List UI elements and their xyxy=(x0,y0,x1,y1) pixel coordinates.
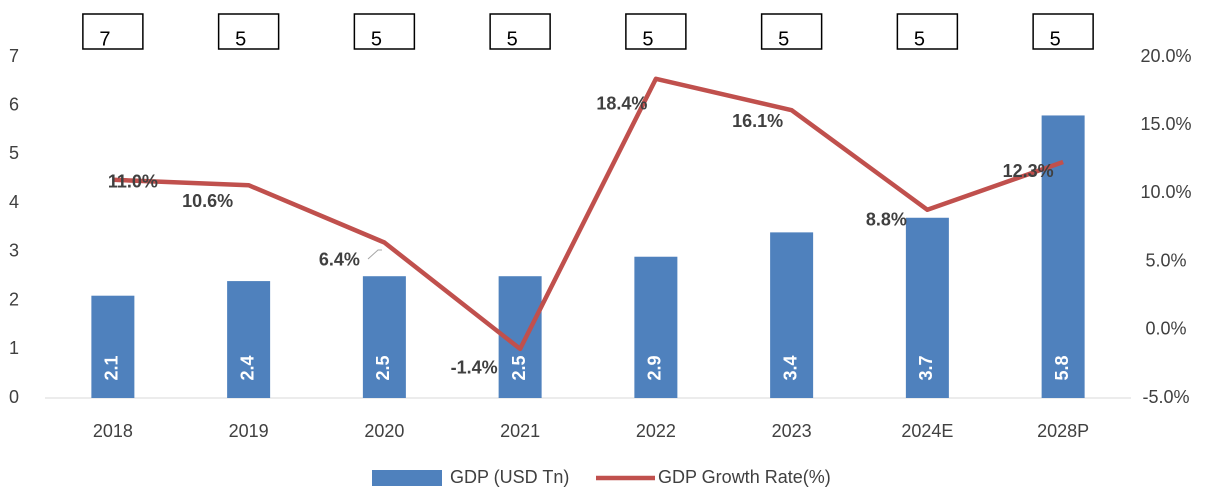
bar-value-label: 2.5 xyxy=(373,355,393,380)
bar xyxy=(91,295,135,398)
line xyxy=(112,76,1064,352)
y-tick-label: 4 xyxy=(9,192,19,212)
x-tick-label: 2028P xyxy=(1037,421,1089,441)
line-value-label: -1.4% xyxy=(451,358,498,378)
annotation-label: 5 xyxy=(778,28,789,50)
y-tick-label: 7 xyxy=(9,46,19,66)
bar xyxy=(770,232,814,398)
annotation-box xyxy=(1032,13,1094,50)
annotation-label: 5 xyxy=(1050,28,1061,50)
bar-value-label: 2.9 xyxy=(645,355,665,380)
bar-value-label: 3.4 xyxy=(780,355,800,380)
y-tick-label: 1 xyxy=(9,338,19,358)
bar-value-label: 5.8 xyxy=(1052,355,1072,380)
annotation-label: 7 xyxy=(99,28,110,50)
y2-tick-label: 20.0% xyxy=(1140,46,1191,66)
line-value-label: 16.1% xyxy=(732,111,783,131)
annotation-box xyxy=(896,13,959,50)
annotation-label: 5 xyxy=(371,28,382,50)
bar xyxy=(634,256,678,398)
y2-tick-label: 5.0% xyxy=(1145,250,1186,270)
y2-tick-label: 0.0% xyxy=(1145,319,1186,339)
annotation-box xyxy=(760,13,823,50)
line-value-label: 6.4% xyxy=(319,249,360,269)
y-tick-label: 0 xyxy=(9,387,19,407)
bar-value-label: 2.4 xyxy=(237,355,257,380)
annotation-label: 5 xyxy=(914,28,925,50)
bar xyxy=(362,276,406,398)
y-tick-label: 2 xyxy=(9,289,19,309)
y2-tick-label: 10.0% xyxy=(1140,182,1191,202)
annotation-label: 5 xyxy=(642,28,653,50)
x-tick-label: 2020 xyxy=(364,421,404,441)
y2-tick-label: 15.0% xyxy=(1140,114,1191,134)
y-tick-label: 5 xyxy=(9,143,19,163)
annotation-box xyxy=(625,13,687,50)
bar xyxy=(227,281,271,398)
annotation-box xyxy=(82,13,144,50)
bar-value-label: 3.7 xyxy=(916,355,936,380)
x-tick-label: 2022 xyxy=(636,421,676,441)
legend-label: GDP (USD Tn) xyxy=(450,467,569,487)
annotation-box xyxy=(353,13,416,50)
line-value-label: 18.4% xyxy=(596,94,647,114)
y-tick-label: 6 xyxy=(9,94,19,114)
y-tick-label: 3 xyxy=(9,241,19,261)
legend-swatch xyxy=(372,470,442,486)
x-tick-label: 2023 xyxy=(772,421,812,441)
y2-tick-label: -5.0% xyxy=(1142,387,1189,407)
x-tick-label: 2021 xyxy=(500,421,540,441)
x-tick-label: 2018 xyxy=(93,421,133,441)
bar-value-label: 2.5 xyxy=(509,355,529,380)
line-value-label: 10.6% xyxy=(182,191,233,211)
annotation-label: 5 xyxy=(507,28,518,50)
bar xyxy=(905,217,949,398)
leader-line xyxy=(367,249,382,260)
bar-value-label: 2.1 xyxy=(102,355,122,380)
x-tick-label: 2024E xyxy=(901,421,953,441)
x-tick-label: 2019 xyxy=(229,421,269,441)
line-value-label: 11.0% xyxy=(108,172,158,192)
line-value-label: 8.8% xyxy=(866,210,907,230)
annotation-label: 5 xyxy=(235,28,246,50)
annotation-box xyxy=(489,13,551,50)
annotation-box xyxy=(217,13,280,50)
line-value-label: 12.3% xyxy=(1003,161,1054,181)
legend-label: GDP Growth Rate(%) xyxy=(658,467,831,487)
